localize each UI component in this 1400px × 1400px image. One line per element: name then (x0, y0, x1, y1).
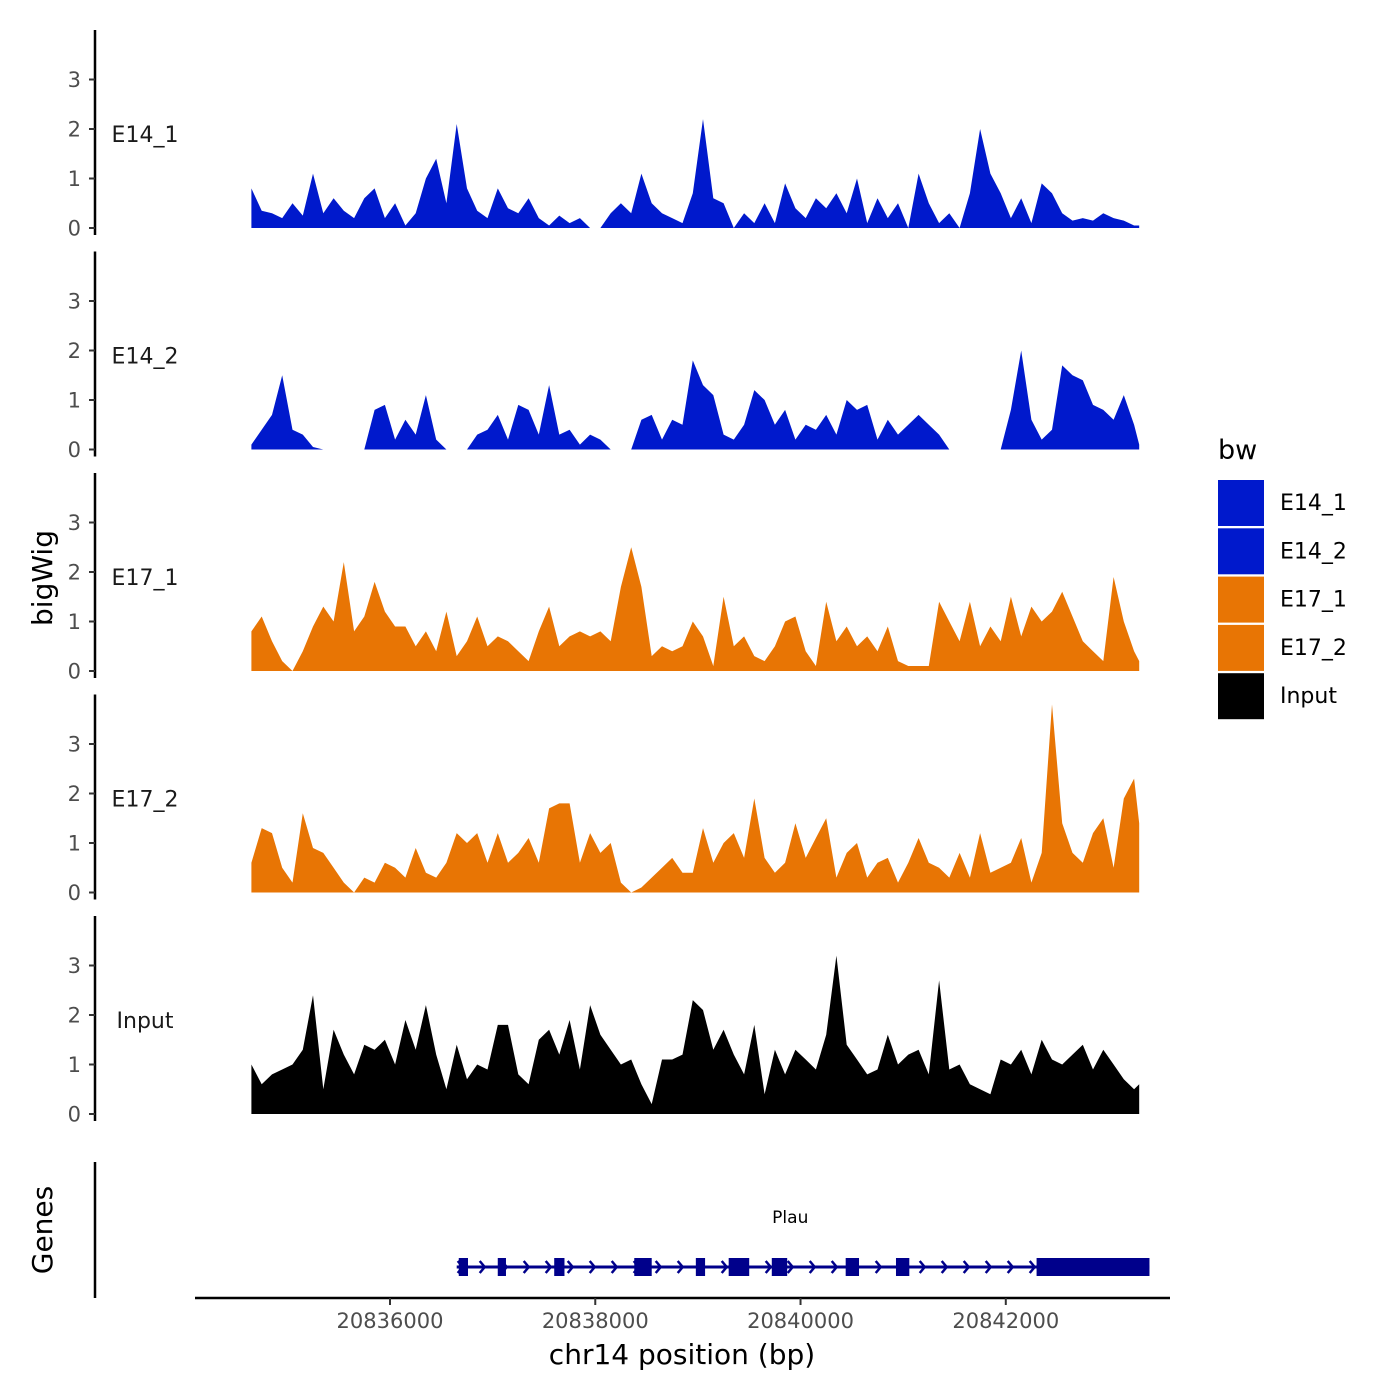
track-label: E17_2 (112, 788, 179, 813)
y-tick-label: 0 (68, 217, 81, 241)
track-label: E14_2 (112, 345, 179, 370)
strand-arrow (830, 1260, 839, 1274)
exon (728, 1258, 750, 1276)
y-tick-label: 2 (68, 782, 81, 806)
y-tick-label: 0 (68, 881, 81, 905)
y-tick-label: 1 (68, 167, 81, 191)
legend-swatch-e14_1 (1218, 480, 1264, 526)
y-tick-label: 2 (68, 561, 81, 585)
track-e14_2: 0 1 2 3 E14_2 (68, 251, 1140, 462)
strand-arrow (654, 1260, 663, 1274)
strand-arrow (984, 1260, 993, 1274)
track-input: 0 1 2 3 Input (68, 916, 1140, 1127)
gene-label: Plau (772, 1208, 808, 1228)
signal-tracks: 0 1 2 3 E14_1 0 1 2 3 E14_2 0 1 2 3 E17_1 0 1 2 3 E17_2 0 1 2 3… (68, 30, 1140, 1127)
strand-arrow (544, 1260, 553, 1274)
strand-arrow (566, 1260, 575, 1274)
exon (771, 1258, 788, 1276)
signal-area-e17_2 (251, 704, 1140, 893)
y-tick-label: 0 (68, 1103, 81, 1127)
exon (895, 1258, 910, 1276)
genes-panel-title: Genes (26, 1186, 59, 1274)
y-tick-label: 0 (68, 660, 81, 684)
track-label: E17_1 (112, 566, 179, 591)
legend-label-e17_1: E17_1 (1280, 588, 1347, 613)
exon (497, 1258, 506, 1276)
signal-area-e17_1 (251, 547, 1140, 671)
exon (554, 1258, 565, 1276)
x-tick-label: 20842000 (952, 1309, 1059, 1333)
y-tick-label: 1 (68, 832, 81, 856)
x-axis-title: chr14 position (bp) (549, 1338, 815, 1371)
exon (458, 1258, 468, 1276)
strand-arrow (522, 1260, 531, 1274)
y-tick-label: 3 (68, 290, 81, 314)
track-label: Input (117, 1009, 174, 1034)
exon (695, 1258, 706, 1276)
legend-label-input: Input (1280, 684, 1337, 709)
legend-swatch-e14_2 (1218, 528, 1264, 575)
exon (845, 1258, 860, 1276)
legend-title: bw (1218, 435, 1257, 466)
x-tick-label: 20836000 (337, 1309, 444, 1333)
y-tick-label: 3 (68, 511, 81, 535)
track-e17_1: 0 1 2 3 E17_1 (68, 473, 1140, 684)
legend-label-e17_2: E17_2 (1280, 636, 1347, 661)
y-tick-label: 0 (68, 438, 81, 462)
legend-swatch-e17_1 (1218, 576, 1264, 623)
legend-label-e14_1: E14_1 (1280, 491, 1347, 516)
track-label: E14_1 (112, 123, 179, 148)
strand-arrow (676, 1260, 685, 1274)
strand-arrow (764, 1260, 773, 1274)
legend-label-e14_2: E14_2 (1280, 539, 1347, 564)
track-e17_2: 0 1 2 3 E17_2 (68, 694, 1140, 905)
strand-arrow (918, 1260, 927, 1274)
strand-arrow (808, 1260, 817, 1274)
genes-panel: Plau (93, 1162, 1150, 1298)
strand-arrow (720, 1260, 729, 1274)
strand-arrow (610, 1260, 619, 1274)
y-tick-label: 3 (68, 954, 81, 978)
exon (1036, 1258, 1150, 1276)
x-tick-label: 20838000 (542, 1309, 649, 1333)
x-axis: 20836000 20838000 20840000 20842000 (195, 1296, 1170, 1333)
strand-arrow (588, 1260, 597, 1274)
y-tick-label: 1 (68, 610, 81, 634)
strand-arrow (1028, 1260, 1037, 1274)
x-tick-label: 20840000 (747, 1309, 854, 1333)
y-tick-label: 3 (68, 733, 81, 757)
y-tick-label: 2 (68, 1004, 81, 1028)
y-axis-title: bigWig (26, 530, 59, 626)
signal-area-input (251, 955, 1140, 1114)
strand-arrow (962, 1260, 971, 1274)
y-tick-label: 2 (68, 118, 81, 142)
legend: bw E14_1 E14_2 E17_1 E17_2 Input (1218, 435, 1347, 720)
strand-arrow (1006, 1260, 1015, 1274)
legend-swatch-e17_2 (1218, 624, 1264, 671)
strand-arrow (786, 1260, 795, 1274)
signal-area-e14_2 (251, 350, 1140, 450)
gene-plau: Plau (456, 1208, 1150, 1276)
strand-arrow (478, 1260, 487, 1274)
track-e14_1: 0 1 2 3 E14_1 (68, 30, 1140, 241)
strand-arrow (874, 1260, 883, 1274)
strand-arrow (940, 1260, 949, 1274)
y-tick-label: 1 (68, 1053, 81, 1077)
y-tick-label: 3 (68, 68, 81, 92)
legend-swatch-input (1218, 673, 1264, 720)
y-tick-label: 1 (68, 389, 81, 413)
y-tick-label: 2 (68, 339, 81, 363)
signal-area-e14_1 (251, 119, 1140, 228)
exon (634, 1258, 652, 1276)
